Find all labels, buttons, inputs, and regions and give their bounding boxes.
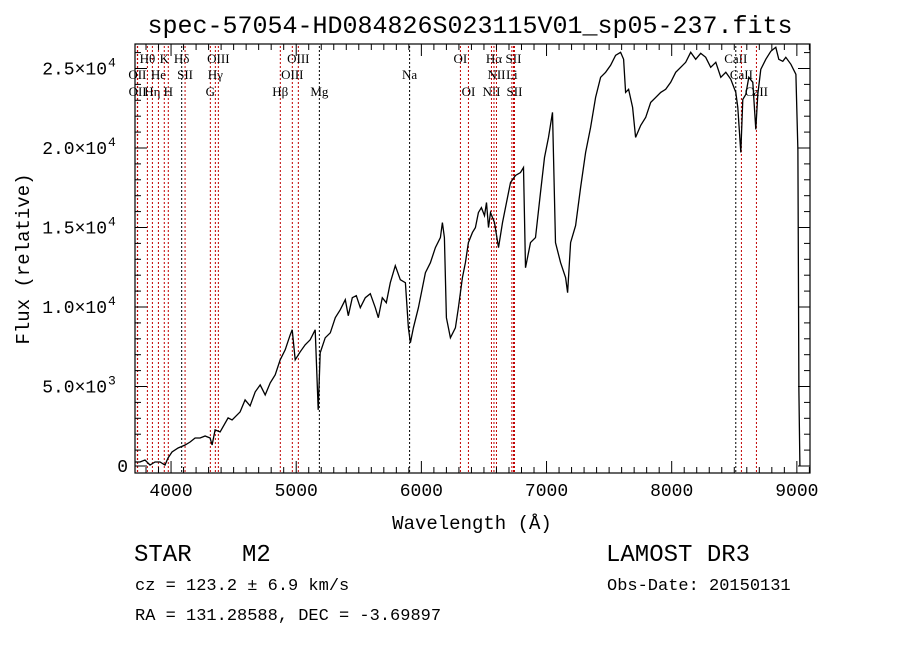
line-marker-label: SII — [507, 84, 523, 99]
line-marker-label: Li — [506, 67, 518, 82]
object-subclass: M2 — [242, 542, 271, 569]
x-tick-label: 5000 — [275, 482, 318, 502]
y-tick-label: 2.0×10 — [42, 140, 107, 160]
x-axis-label: Wavelength (Å) — [392, 513, 552, 535]
line-marker-label: Mg — [310, 84, 329, 99]
line-marker-label: CaII — [730, 67, 753, 82]
line-marker-label: OI — [454, 51, 468, 66]
line-marker-label: Hα — [486, 51, 502, 66]
y-tick-label: 5.0×10 — [42, 379, 107, 399]
x-tick-label: 7000 — [525, 482, 568, 502]
line-marker-label: H — [164, 84, 173, 99]
coordinates-text: RA = 131.28588, DEC = -3.69897 — [135, 607, 441, 626]
y-tick-exponent: 4 — [108, 135, 116, 150]
line-marker-label: OII — [129, 84, 147, 99]
line-marker-label: OI — [462, 84, 476, 99]
y-tick-exponent: 4 — [108, 214, 116, 229]
line-marker-label: CaII — [745, 84, 768, 99]
x-tick-label: 8000 — [650, 482, 693, 502]
line-marker-label: Hγ — [208, 67, 223, 82]
line-marker-label: Hθ — [140, 51, 156, 66]
y-tick-exponent: 4 — [108, 55, 116, 70]
y-tick-label: 0 — [117, 458, 128, 478]
y-tick-label: 1.0×10 — [42, 299, 107, 319]
object-class: STAR — [134, 542, 192, 569]
y-axis-label: Flux (relative) — [13, 173, 35, 344]
x-tick-label: 9000 — [775, 482, 818, 502]
obs-date: Obs-Date: 20150131 — [607, 577, 791, 596]
line-marker-label: G — [206, 84, 215, 99]
line-marker-label: OIII — [281, 67, 303, 82]
line-marker-label: NII — [487, 67, 505, 82]
line-marker-label: NII — [482, 84, 500, 99]
y-tick-exponent: 4 — [108, 294, 116, 309]
y-tick-label: 2.5×10 — [42, 60, 107, 80]
chart-title: spec-57054-HD084826S023115V01_sp05-237.f… — [147, 12, 792, 41]
x-tick-label: 4000 — [149, 482, 192, 502]
redshift-text: cz = 123.2 ± 6.9 km/s — [135, 577, 349, 596]
y-tick-exponent: 3 — [108, 374, 116, 389]
line-marker-label: CaII — [724, 51, 747, 66]
survey-name: LAMOST DR3 — [606, 542, 750, 569]
y-tick-label: 1.5×10 — [42, 219, 107, 239]
line-marker-label: SII — [506, 51, 522, 66]
x-tick-label: 6000 — [400, 482, 443, 502]
line-marker-label: Hβ — [272, 84, 288, 99]
line-markers: OIIOIIHθHηHeKHHδSIIGHγOIIIHβOIIIOIIIMgNa… — [128, 46, 768, 473]
line-marker-label: Hη — [144, 84, 160, 99]
line-marker-label: OIII — [207, 51, 229, 66]
line-marker-label: Hδ — [174, 51, 190, 66]
spectrum-line — [135, 46, 801, 467]
line-marker-label: He — [151, 67, 166, 82]
line-marker-label: K — [160, 51, 170, 66]
line-marker-label: OIII — [287, 51, 309, 66]
series-layer — [135, 46, 801, 467]
plot-frame — [134, 43, 811, 474]
line-marker-label: Na — [402, 67, 417, 82]
line-marker-label: SII — [177, 67, 193, 82]
